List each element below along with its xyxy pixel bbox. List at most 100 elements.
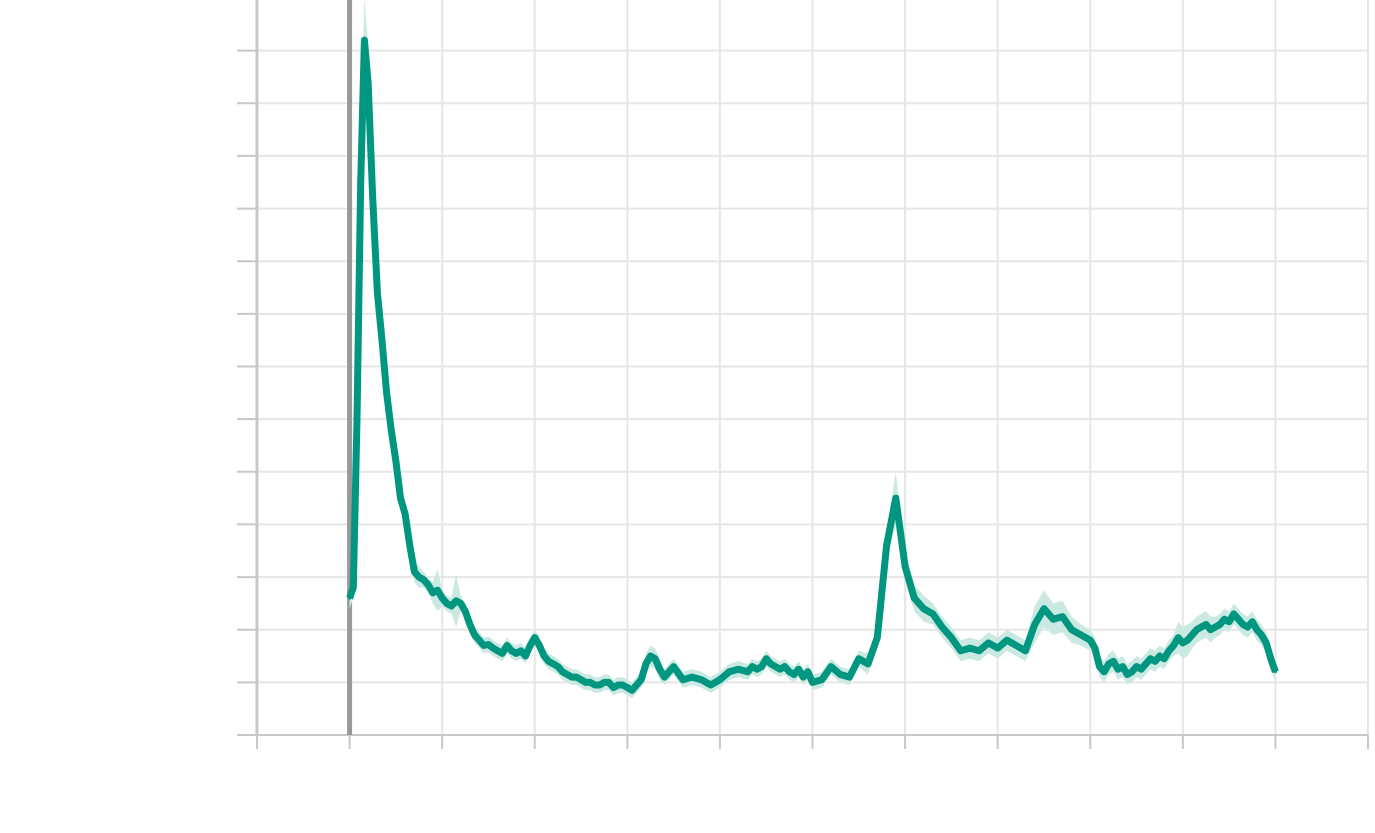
data-point <box>394 459 398 463</box>
data-point <box>778 667 782 671</box>
data-point <box>385 391 389 395</box>
data-point <box>547 659 551 663</box>
data-point <box>371 196 375 200</box>
series-confidence-band <box>349 0 1276 699</box>
data-point <box>528 644 532 647</box>
data-point <box>399 496 402 500</box>
data-point <box>1014 644 1018 647</box>
data-point <box>389 428 393 432</box>
data-point <box>1135 665 1138 669</box>
data-point <box>1264 641 1268 645</box>
data-point <box>436 588 439 592</box>
data-point <box>621 683 625 687</box>
data-point <box>894 496 898 500</box>
data-point <box>491 646 495 650</box>
data-point <box>561 670 564 674</box>
data-point <box>811 680 814 684</box>
data-point <box>537 644 541 647</box>
data-point <box>1116 667 1120 671</box>
data-point <box>551 662 555 666</box>
axes <box>255 0 1368 736</box>
data-point <box>477 638 481 642</box>
data-point <box>922 607 926 611</box>
data-point <box>727 670 731 674</box>
data-point <box>449 604 453 608</box>
data-point <box>459 601 463 605</box>
data-point <box>524 654 527 658</box>
data-point <box>482 644 486 647</box>
data-point <box>348 596 352 600</box>
data-point <box>774 665 777 669</box>
data-point <box>1269 657 1273 661</box>
data-point <box>787 670 791 674</box>
data-point <box>1232 612 1236 616</box>
data-point <box>556 665 560 669</box>
data-point <box>1223 617 1226 621</box>
data-point <box>760 665 764 669</box>
data-point <box>797 667 801 671</box>
data-point <box>574 675 578 679</box>
data-point <box>1121 665 1125 669</box>
data-point <box>1236 617 1240 621</box>
data-point <box>542 654 546 658</box>
data-point <box>496 649 500 653</box>
data-point <box>1158 654 1162 658</box>
data-point <box>463 609 467 613</box>
data-point <box>750 665 754 669</box>
data-point <box>662 675 666 679</box>
data-point <box>519 649 523 653</box>
data-point <box>1181 641 1185 645</box>
data-point <box>468 623 472 626</box>
data-point <box>658 667 662 671</box>
data-point <box>454 599 458 603</box>
data-point <box>1005 638 1009 642</box>
data-point <box>764 657 768 661</box>
data-point <box>487 643 490 646</box>
data-point <box>746 670 750 674</box>
data-point <box>533 636 537 640</box>
data-point <box>875 636 879 640</box>
data-point <box>635 683 639 687</box>
data-point <box>500 651 504 655</box>
data-point <box>690 675 694 679</box>
data-point <box>440 596 444 600</box>
data-point <box>570 675 574 679</box>
data-point <box>829 665 833 669</box>
data-point <box>1139 667 1143 671</box>
data-point <box>977 649 981 653</box>
data-point <box>579 678 583 682</box>
data-point <box>1162 657 1166 661</box>
data-point <box>1195 628 1199 632</box>
data-point <box>445 601 449 605</box>
data-point <box>996 646 1000 650</box>
data-point <box>630 688 634 692</box>
data-point <box>366 80 370 84</box>
axis-ticks <box>237 49 1369 749</box>
data-point <box>602 680 606 684</box>
data-point <box>1273 670 1277 674</box>
data-point <box>649 654 652 658</box>
data-point <box>1250 620 1254 624</box>
data-point <box>1130 670 1134 674</box>
data-point <box>593 683 597 687</box>
data-point <box>959 649 963 653</box>
data-point <box>1111 659 1115 663</box>
data-point <box>903 565 907 568</box>
data-point <box>514 651 518 655</box>
data-point <box>968 646 972 650</box>
data-point <box>1088 638 1092 642</box>
data-point <box>1093 646 1097 650</box>
data-point <box>1227 620 1231 624</box>
data-point <box>848 675 851 679</box>
data-point <box>866 662 870 666</box>
data-point <box>857 657 861 661</box>
data-point <box>380 338 384 342</box>
data-point <box>672 665 676 669</box>
data-point <box>806 670 810 674</box>
data-point <box>949 636 953 640</box>
data-point <box>1260 633 1263 637</box>
data-point <box>403 512 407 516</box>
series-marks <box>346 0 1279 735</box>
data-point <box>1153 659 1157 663</box>
